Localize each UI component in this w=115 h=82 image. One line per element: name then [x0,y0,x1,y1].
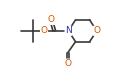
Text: O: O [64,59,71,68]
Text: N: N [65,26,71,35]
Text: O: O [40,26,47,35]
Text: O: O [92,26,99,35]
Text: O: O [47,15,54,24]
